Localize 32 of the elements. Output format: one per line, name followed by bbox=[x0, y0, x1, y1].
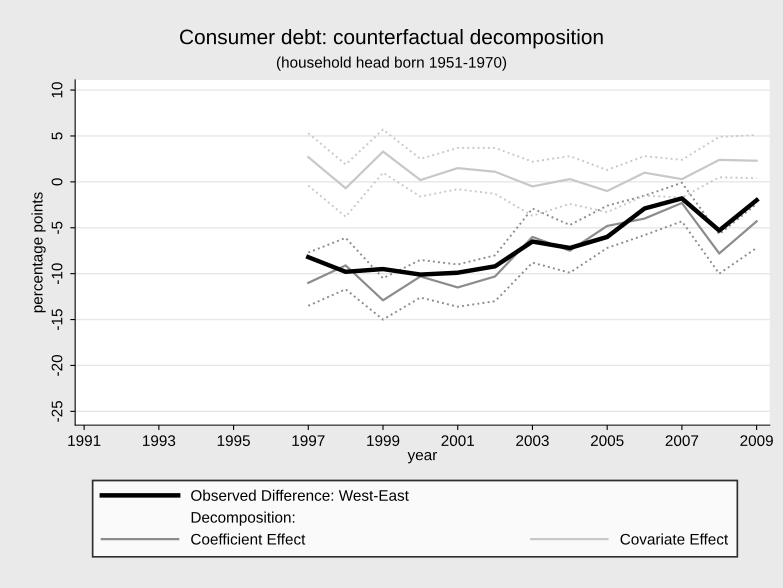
x-tick-label: 1993 bbox=[143, 435, 176, 446]
legend-label: Coefficient Effect bbox=[191, 533, 306, 545]
text: Decomposition: bbox=[192, 512, 294, 526]
line-series bbox=[307, 182, 758, 280]
y-tick-label: 0 bbox=[52, 178, 62, 186]
x-tick-label: 1991 bbox=[68, 435, 100, 446]
y-tick-label: -15 bbox=[52, 309, 62, 330]
line-series bbox=[307, 150, 758, 192]
x-tick-label: 1995 bbox=[218, 435, 250, 446]
x-tick-label: 2003 bbox=[516, 435, 549, 446]
legend-label: Covariate Effect bbox=[620, 533, 728, 545]
x-tick-label: 1999 bbox=[367, 435, 400, 446]
x-tick-label: 2009 bbox=[740, 435, 773, 446]
chart-title: Consumer debt: counterfactual decomposition bbox=[180, 29, 603, 48]
y-tick-label: 10 bbox=[52, 82, 62, 98]
chart-subtitle: (household head born 1951-1970) bbox=[276, 56, 506, 71]
line-series bbox=[307, 220, 758, 321]
x-tick-label: 1997 bbox=[292, 435, 325, 446]
line-series bbox=[306, 196, 759, 277]
y-tick-label: -5 bbox=[52, 222, 62, 234]
y-tick-label: 5 bbox=[52, 132, 62, 140]
legend-label: Observed Difference: West-East bbox=[191, 490, 409, 501]
y-tick-label: -25 bbox=[52, 400, 62, 422]
y-axis-title: percentage points bbox=[31, 192, 46, 312]
line-series bbox=[307, 202, 758, 302]
x-axis-title: year bbox=[408, 452, 438, 464]
x-tick-label: 2007 bbox=[666, 435, 698, 446]
x-tick-label: 2005 bbox=[590, 435, 624, 446]
x-tick-label: 2001 bbox=[442, 435, 474, 446]
y-tick-label: -10 bbox=[52, 263, 62, 284]
line-series bbox=[307, 172, 758, 218]
y-tick-label: -20 bbox=[52, 355, 62, 376]
